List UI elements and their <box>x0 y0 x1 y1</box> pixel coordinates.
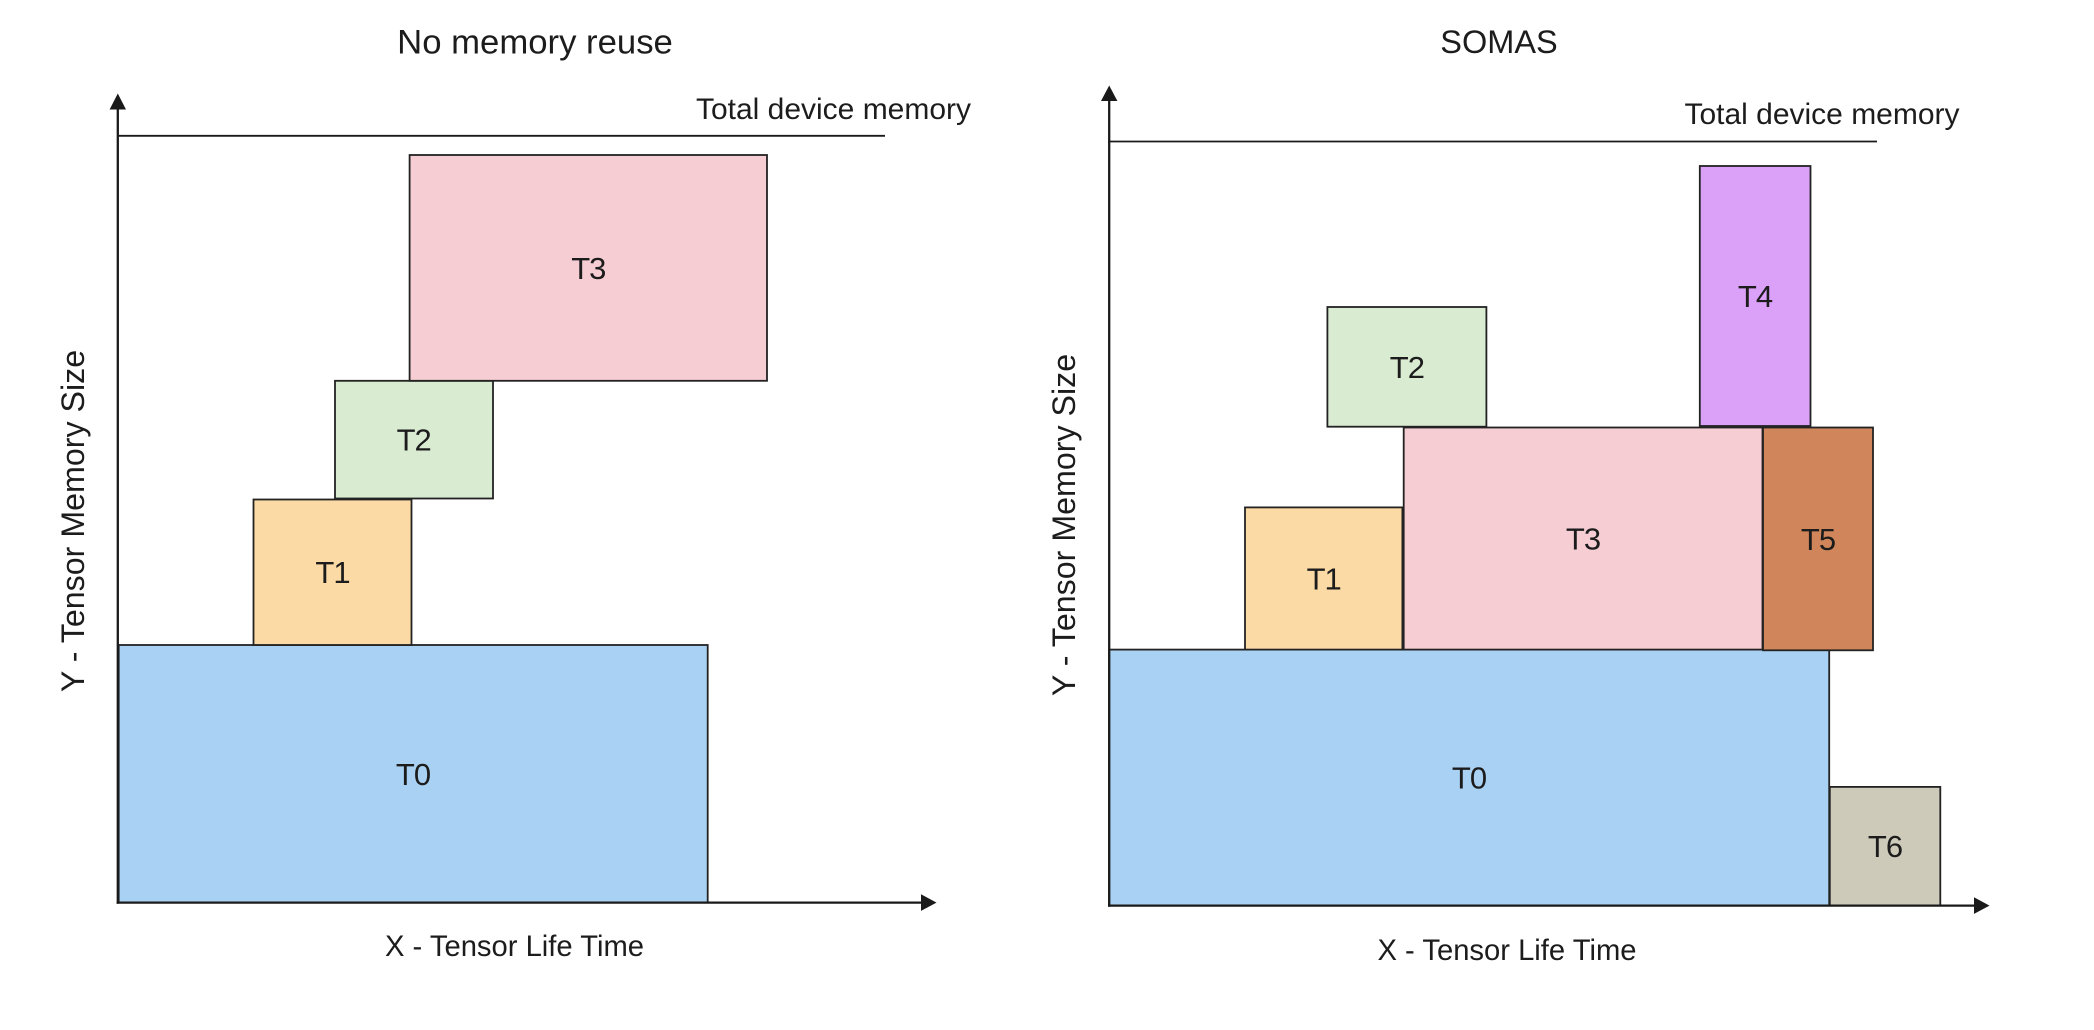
svg-text:T2: T2 <box>397 423 431 458</box>
svg-text:Y - Tensor Memory Size: Y - Tensor Memory Size <box>1046 354 1082 696</box>
svg-text:T4: T4 <box>1738 279 1773 314</box>
svg-text:T0: T0 <box>396 757 431 792</box>
svg-text:SOMAS: SOMAS <box>1440 24 1557 60</box>
svg-text:T0: T0 <box>1452 761 1487 796</box>
svg-text:T5: T5 <box>1801 522 1835 557</box>
svg-text:T3: T3 <box>1566 522 1600 557</box>
svg-text:T3: T3 <box>571 251 605 286</box>
svg-text:X - Tensor Life Time: X - Tensor Life Time <box>385 931 644 963</box>
svg-text:T1: T1 <box>315 555 349 590</box>
svg-text:No memory reuse: No memory reuse <box>397 24 673 62</box>
svg-text:T2: T2 <box>1390 350 1424 385</box>
svg-text:Total device memory: Total device memory <box>1684 98 1959 131</box>
svg-text:Total device memory: Total device memory <box>696 93 971 126</box>
svg-text:T1: T1 <box>1307 562 1341 597</box>
svg-text:X - Tensor Life Time: X - Tensor Life Time <box>1377 935 1636 967</box>
svg-text:Y - Tensor Memory Size: Y - Tensor Memory Size <box>55 350 91 692</box>
svg-text:T6: T6 <box>1868 829 1902 864</box>
